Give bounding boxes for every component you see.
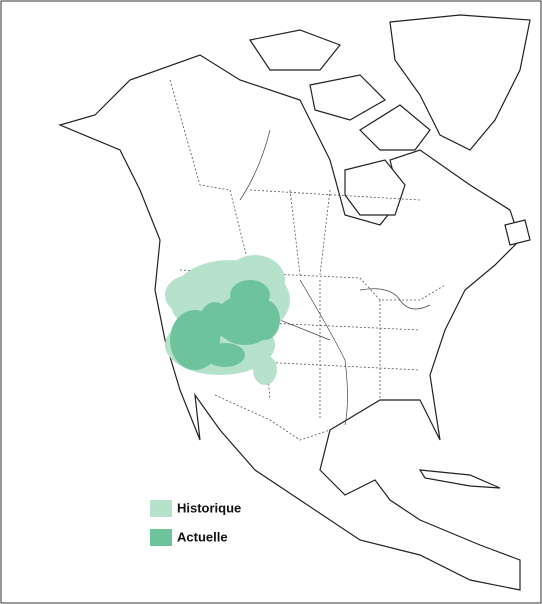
border [169,79,231,191]
historic-range [165,275,215,315]
legend-swatch [150,529,172,546]
legend-label: Actuelle [177,529,228,544]
cuba [418,469,501,489]
range [165,255,290,385]
great-lakes [359,288,431,310]
hudson-bay [344,159,406,216]
river [239,129,271,201]
newfoundland [504,219,531,246]
border [214,394,331,441]
legend-label: Historique [177,500,241,515]
river [299,279,348,426]
current-range [250,300,280,340]
border [229,189,421,276]
arctic-island [309,74,386,121]
greenland [389,14,531,151]
legend: Historique Actuelle [150,500,241,546]
continent [58,14,531,591]
historic-range [253,355,277,385]
baffin-island [359,104,431,151]
arctic-island [249,29,341,71]
legend-swatch [150,500,172,517]
current-range [200,302,230,338]
current-range [205,343,245,367]
